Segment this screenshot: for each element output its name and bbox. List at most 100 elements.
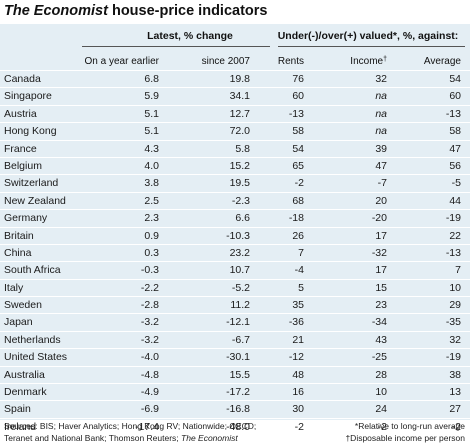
cell-change-since-2007: 10.7 — [229, 264, 250, 277]
cell-change-since-2007: -10.3 — [226, 229, 250, 242]
figure-footer: Sources: BIS; Haver Analytics; Hong Kong… — [0, 420, 470, 445]
title-text: house-price indicators — [107, 3, 268, 19]
cell-country: Australia — [4, 368, 45, 381]
cell-change-year: 5.1 — [144, 125, 159, 138]
cell-valued-average: -35 — [445, 316, 461, 329]
table-row: Germany 2.3 6.6 -18 -20 -19 — [0, 209, 470, 226]
cell-valued-average: 27 — [449, 403, 461, 416]
cell-change-year: 3.8 — [144, 177, 159, 190]
cell-valued-average: -19 — [445, 212, 461, 225]
cell-change-year: -3.2 — [140, 333, 159, 346]
cell-change-since-2007: 6.6 — [235, 212, 250, 225]
cell-valued-average: 60 — [449, 90, 461, 103]
cell-change-since-2007: -12.1 — [226, 316, 250, 329]
cell-valued-income: 32 — [375, 73, 387, 85]
cell-country: South Africa — [4, 264, 61, 277]
cell-valued-rents: -18 — [288, 212, 304, 225]
cell-valued-income: -2 — [377, 420, 387, 433]
cell-valued-rents: 26 — [292, 229, 304, 242]
cell-valued-income: 47 — [375, 159, 387, 172]
cell-change-year: -17.4 — [135, 420, 159, 433]
cell-valued-rents: 35 — [292, 299, 304, 312]
header-rule-latest — [82, 46, 270, 47]
table-row: Japan -3.2 -12.1 -36 -34 -35 — [0, 313, 470, 330]
cell-valued-average: 32 — [449, 333, 461, 346]
cell-valued-average: -19 — [445, 351, 461, 364]
table-row: France 4.3 5.8 54 39 47 — [0, 139, 470, 157]
cell-valued-rents: -2 — [294, 177, 304, 190]
sources-line-2: Teranet and National Bank; Thomson Reute… — [4, 432, 256, 444]
table-row: South Africa -0.3 10.7 -4 17 7 — [0, 261, 470, 278]
cell-valued-rents: 16 — [292, 386, 304, 399]
header-group-latest: Latest, % change — [147, 30, 233, 42]
cell-change-since-2007: 19.8 — [229, 73, 250, 85]
cell-valued-average: 38 — [449, 368, 461, 381]
header-group-valued: Under(-)/over(+) valued*, %, against: — [277, 30, 459, 42]
cell-valued-average: 47 — [449, 142, 461, 155]
sources-note: Sources: BIS; Haver Analytics; Hong Kong… — [4, 420, 256, 444]
sources-line-1: Sources: BIS; Haver Analytics; Hong Kong… — [4, 421, 257, 431]
footnotes: *Relative to long-run average †Disposabl… — [345, 420, 465, 444]
cell-country: China — [4, 246, 32, 259]
table-body: Canada 6.8 19.8 76 32 54 Singapore 5.9 34.1 60 na 6… — [0, 70, 470, 435]
cell-country: United States — [4, 351, 68, 364]
table-row: Italy -2.2 -5.2 5 15 10 — [0, 278, 470, 296]
cell-valued-income: 10 — [375, 386, 387, 399]
cell-valued-rents: -12 — [288, 351, 304, 364]
cell-change-year: -4.0 — [140, 351, 159, 364]
cell-country: Canada — [4, 73, 41, 85]
cell-valued-average: 54 — [449, 73, 461, 85]
cell-valued-rents: 48 — [292, 368, 304, 381]
cell-change-since-2007: 19.5 — [229, 177, 250, 190]
cell-change-year: 0.3 — [144, 246, 159, 259]
cell-change-year: -3.2 — [140, 316, 159, 329]
table-row: Switzerland 3.8 19.5 -2 -7 -5 — [0, 174, 470, 191]
cell-valued-income: -7 — [377, 177, 387, 190]
cell-valued-income: -25 — [371, 351, 387, 364]
cell-change-year: -0.3 — [140, 264, 159, 277]
cell-country: Spain — [4, 403, 31, 416]
cell-valued-average: 7 — [455, 264, 461, 277]
cell-country: Netherlands — [4, 333, 61, 346]
cell-valued-income: 17 — [375, 264, 387, 277]
cell-valued-income: 17 — [375, 229, 387, 242]
cell-change-since-2007: 5.8 — [235, 142, 250, 155]
cell-country: Sweden — [4, 299, 42, 312]
cell-country: Britain — [4, 229, 34, 242]
cell-valued-income: 15 — [375, 281, 387, 294]
cell-valued-rents: -2 — [294, 420, 304, 433]
table-row: China 0.3 23.2 7 -32 -13 — [0, 243, 470, 261]
table-row: United States -4.0 -30.1 -12 -25 -19 — [0, 348, 470, 365]
cell-change-since-2007: 15.2 — [229, 159, 250, 172]
cell-valued-income: na — [375, 107, 387, 120]
cell-valued-rents: 60 — [292, 90, 304, 103]
table-row: Netherlands -3.2 -6.7 21 43 32 — [0, 330, 470, 348]
cell-country: Italy — [4, 281, 24, 294]
header-col-year: On a year earlier — [84, 56, 159, 67]
cell-valued-income: 23 — [375, 299, 387, 312]
cell-change-since-2007: -5.2 — [231, 281, 250, 294]
cell-country: Belgium — [4, 159, 42, 172]
cell-country: Switzerland — [4, 177, 59, 190]
cell-valued-income: 24 — [375, 403, 387, 416]
cell-country: Hong Kong — [4, 125, 57, 138]
cell-valued-average: -5 — [451, 177, 461, 190]
cell-change-since-2007: -2.3 — [231, 194, 250, 207]
cell-change-since-2007: 23.2 — [229, 246, 250, 259]
table-row: New Zealand 2.5 -2.3 68 20 44 — [0, 191, 470, 209]
cell-change-year: -6.9 — [140, 403, 159, 416]
table-row: Hong Kong 5.1 72.0 58 na 58 — [0, 122, 470, 139]
table-row: Spain -6.9 -16.8 30 24 27 — [0, 400, 470, 417]
cell-valued-average: 22 — [449, 229, 461, 242]
table-row: Belgium 4.0 15.2 65 47 56 — [0, 156, 470, 174]
cell-change-year: 4.0 — [144, 159, 159, 172]
table-row: Singapore 5.9 34.1 60 na 60 — [0, 87, 470, 104]
figure-title: The Economist house-price indicators — [0, 0, 470, 24]
cell-change-since-2007: -17.2 — [226, 386, 250, 399]
table-row: Canada 6.8 19.8 76 32 54 — [0, 70, 470, 87]
cell-valued-average: 44 — [449, 194, 461, 207]
cell-valued-average: -13 — [445, 107, 461, 120]
cell-change-year: -4.8 — [140, 368, 159, 381]
cell-valued-rents: 65 — [292, 159, 304, 172]
cell-valued-rents: 30 — [292, 403, 304, 416]
